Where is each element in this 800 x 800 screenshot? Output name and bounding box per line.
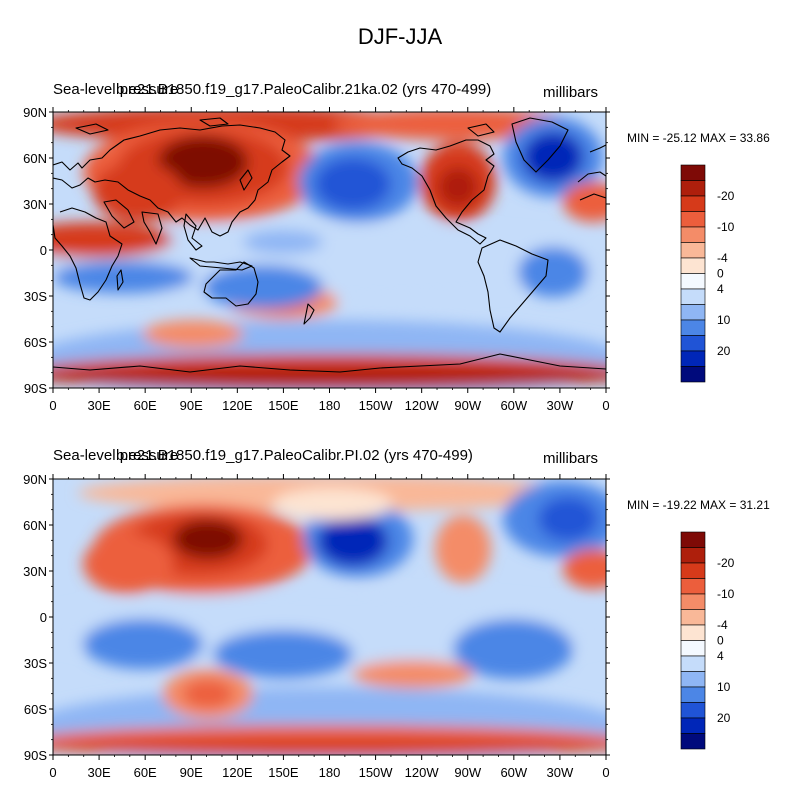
panel-1-colorbar-swatch [680, 304, 706, 321]
panel-2-lat-label: 90N [23, 472, 47, 487]
panel-1-colorbar-swatch [680, 242, 706, 259]
panel-2-units-label: millibars [543, 450, 599, 467]
panel-1-colorbar: 20 10 40 -4 -10 -20 [680, 164, 735, 383]
panel-2-colorbar-swatch [680, 702, 706, 719]
panel-1-colorbar-swatch [680, 335, 706, 352]
panel-1-lat-label: 30S [24, 289, 47, 304]
panel-2-min-max: MIN = -19.22 MAX = 31.21 [627, 498, 770, 512]
panel-2-colorbar-swatch [680, 624, 706, 641]
panel-2-colorbar-swatch [680, 717, 706, 734]
panel-2-colorbar-label: 0 [717, 634, 724, 648]
panel-2-lat-label: 90S [24, 748, 47, 763]
panel-2-lon-label: 30W [547, 765, 574, 780]
panel-2-colorbar-label: -4 [717, 618, 728, 632]
panel-1-lat-label: 60S [24, 335, 47, 350]
panel-1-colorbar-label: 0 [717, 267, 724, 281]
panel-2-colorbar-label: 10 [717, 680, 731, 694]
panel-1-lon-label: 60E [134, 398, 157, 413]
panel-1-colorbar-swatch [680, 273, 706, 290]
panel-1-lon-label: 30W [547, 398, 574, 413]
panel-2-lon-label: 150E [268, 765, 299, 780]
panel-2-lat-label: 0 [40, 610, 47, 625]
panel-1-lon-label: 90E [180, 398, 203, 413]
panel-2-colorbar-label: 4 [717, 649, 724, 663]
panel-1-variable-label: Sea-level pressure [53, 81, 179, 98]
panel-1-colorbar-label: -10 [717, 220, 735, 234]
panel-2-colorbar-swatch [680, 655, 706, 672]
panel-2-lon-label: 30E [88, 765, 111, 780]
panel-2-colorbar-swatch [680, 578, 706, 595]
panel-1-colorbar-swatch [680, 257, 706, 274]
panel-1-lon-label: 180 [319, 398, 341, 413]
panel-2-colorbar-swatch [680, 686, 706, 703]
panel-1-lat-label: 90N [23, 105, 47, 120]
panel-2-lat-label: 30N [23, 564, 47, 579]
panel-2-colorbar-label: -10 [717, 587, 735, 601]
panel-2-colorbar-label: 20 [717, 711, 731, 725]
panel-2-lon-label: 120E [222, 765, 253, 780]
panel-2-colorbar: 20 10 40 -4 -10 -20 [680, 531, 735, 750]
panel-1-lat-label: 30N [23, 197, 47, 212]
panel-1-colorbar-swatch [680, 350, 706, 367]
panel-1-colorbar-label: -20 [717, 189, 735, 203]
panel-1-colorbar-swatch [680, 366, 706, 383]
panel-1-lon-label: 120E [222, 398, 253, 413]
panel-2-lon-label: 150W [359, 765, 394, 780]
panel-1-lat-label: 90S [24, 381, 47, 396]
panel-2-lat-label: 60S [24, 702, 47, 717]
panel-1-colorbar-swatch [680, 319, 706, 336]
panel-1-lon-label: 60W [500, 398, 527, 413]
panel-2-lon-label: 60W [500, 765, 527, 780]
figure-title: DJF-JJA [357, 24, 443, 49]
panel-2-colorbar-swatch [680, 640, 706, 657]
panel-2-lon-label: 180 [319, 765, 341, 780]
panel-1-units-label: millibars [543, 84, 599, 101]
panel-1-lon-label: 30E [88, 398, 111, 413]
panel-2-lat-label: 30S [24, 656, 47, 671]
panel-1-colorbar-swatch [680, 211, 706, 228]
panel-2-lon-label: 120W [405, 765, 440, 780]
panel-1-lon-label: 150W [359, 398, 394, 413]
panel-2-lon-label: 0 [49, 765, 56, 780]
panel-2-case-label: b.e21.B1850.f19_g17.PaleoCalibr.PI.02 (y… [116, 447, 473, 464]
panel-1-colorbar-label: -4 [717, 251, 728, 265]
panel-1-colorbar-label: 4 [717, 282, 724, 296]
panel-1-colorbar-swatch [680, 288, 706, 305]
panel-2-colorbar-label: -20 [717, 556, 735, 570]
panel-1-lat-label: 0 [40, 243, 47, 258]
panel-2-colorbar-swatch [680, 531, 706, 548]
panel-1-colorbar-swatch [680, 226, 706, 243]
panel-2-lon-label: 0 [602, 765, 609, 780]
panel-2-colorbar-swatch [680, 562, 706, 579]
panel-1-lon-label: 0 [49, 398, 56, 413]
panel-1-lon-label: 120W [405, 398, 440, 413]
panel-2-colorbar-swatch [680, 671, 706, 688]
panel-2-variable-label: Sea-level pressure [53, 447, 179, 464]
panel-2-lat-label: 60N [23, 518, 47, 533]
panel-1-lat-label: 60N [23, 151, 47, 166]
panel-2-colorbar-swatch [680, 547, 706, 564]
panel-1-colorbar-label: 10 [717, 313, 731, 327]
panel-1-lon-label: 90W [454, 398, 481, 413]
panel-2-lon-label: 60E [134, 765, 157, 780]
panel-2-colorbar-swatch [680, 609, 706, 626]
panel-1-colorbar-swatch [680, 180, 706, 197]
panel-1-case-label: b.e21.B1850.f19_g17.PaleoCalibr.21ka.02 … [116, 81, 492, 98]
panel-1-min-max: MIN = -25.12 MAX = 33.86 [627, 131, 770, 145]
panel-1-colorbar-swatch [680, 195, 706, 212]
panel-1-colorbar-swatch [680, 164, 706, 181]
panel-2-colorbar-swatch [680, 733, 706, 750]
panel-1-lon-label: 0 [602, 398, 609, 413]
panel-2-colorbar-swatch [680, 593, 706, 610]
panel-1-lon-label: 150E [268, 398, 299, 413]
panel-2-lon-label: 90E [180, 765, 203, 780]
panel-1-colorbar-label: 20 [717, 344, 731, 358]
panel-2-lon-label: 90W [454, 765, 481, 780]
